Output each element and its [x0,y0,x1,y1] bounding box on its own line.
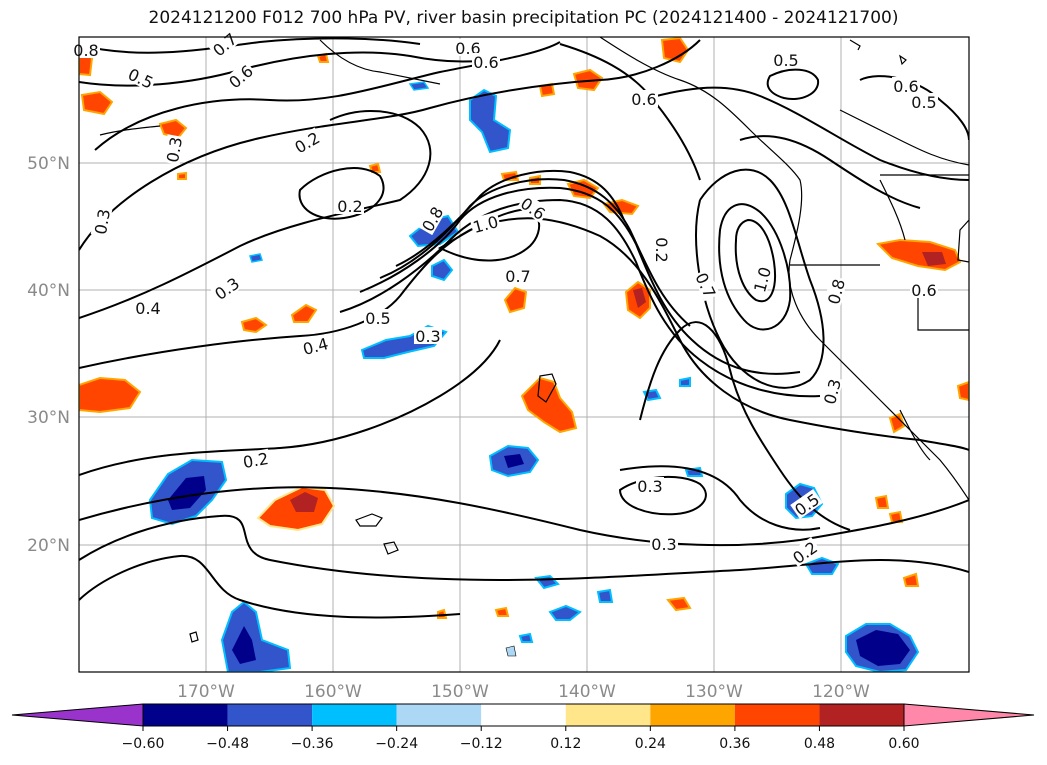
colorbar-tick-label: 0.48 [804,736,835,752]
coastlines [99,37,969,643]
svg-text:0.2: 0.2 [652,237,671,262]
lon-label: 150°W [431,682,489,702]
precip-positive [79,37,969,619]
svg-text:0.3: 0.3 [651,535,676,554]
lat-label: 50°N [27,154,70,174]
contour-label: 0.6 [892,77,920,96]
svg-text:0.3: 0.3 [637,477,662,496]
colorbar-tick-label: −0.60 [122,736,165,752]
colorbar-tick-label: 0.24 [635,736,666,752]
lat-label: 30°N [27,408,70,428]
contour-label: 0.5 [772,51,800,70]
contour-label: 0.2 [336,197,364,216]
colorbar-tick-label: −0.12 [460,736,503,752]
colorbar-tick-label: 0.60 [888,736,919,752]
contour-label: 0.6 [910,281,938,300]
svg-text:0.8: 0.8 [73,41,98,60]
colorbar-tick-label: −0.36 [291,736,334,752]
contour-label: 0.3 [650,535,678,554]
contour-label: 0.3 [414,327,442,346]
svg-text:0.4: 0.4 [135,299,160,318]
longitude-labels: 170°W 160°W 150°W 140°W 130°W 120°W [177,682,870,702]
contour-label: 0.3 [162,134,186,165]
contour-label: 0.3 [90,206,114,237]
contour-label: 0.6 [472,53,500,72]
lon-label: 130°W [685,682,743,702]
colorbar-extend-low [11,703,144,727]
lon-label: 170°W [177,682,235,702]
colorbar: −0.60 −0.48 −0.36 −0.24 −0.12 0.12 0.24 0.36 0.4… [11,703,1035,752]
colorbar-cell [143,704,228,726]
contour-label: 0.4 [134,299,162,318]
svg-text:0.3: 0.3 [91,208,114,236]
svg-text:0.3: 0.3 [163,136,186,164]
map-title: 2024121200 F012 700 hPa PV, river basin … [148,8,899,28]
svg-text:0.2: 0.2 [242,449,270,472]
svg-text:0.7: 0.7 [505,267,530,286]
map-frame [78,36,970,673]
colorbar-cell [312,704,397,726]
colorbar-tick-label: −0.24 [375,736,418,752]
contour-label: 0.5 [910,93,938,112]
contour-label: 0.5 [364,309,392,328]
svg-text:0.5: 0.5 [773,51,798,70]
precip-negative [148,81,920,672]
contour-label: 0.2 [240,448,271,472]
colorbar-cell [396,704,482,726]
colorbar-cell [734,704,820,726]
colorbar-tick-label: 0.36 [719,736,750,752]
svg-text:0.5: 0.5 [365,309,390,328]
contour-label: 0.2 [652,236,671,264]
colorbar-cell [227,704,313,726]
colorbar-cell [481,704,566,726]
lon-label: 160°W [304,682,362,702]
lon-label: 140°W [558,682,616,702]
colorbar-tick-label: 0.12 [550,736,581,752]
svg-text:0.6: 0.6 [473,53,498,72]
contour-label: 0.3 [819,375,845,408]
svg-text:0.2: 0.2 [337,197,362,216]
lon-label: 120°W [812,682,870,702]
colorbar-cell [819,704,904,726]
lat-label: 40°N [27,281,70,301]
contour-label: 0.7 [504,267,532,286]
graticule [79,37,969,672]
svg-text:0.6: 0.6 [631,90,656,109]
svg-text:0.3: 0.3 [415,327,440,346]
contour-label: 0.8 [72,41,100,60]
lat-label: 20°N [27,536,70,556]
colorbar-tick-label: −0.48 [206,736,249,752]
colorbar-cell [650,704,735,726]
contour-label: 0.6 [630,90,658,109]
latitude-labels: 50°N 40°N 30°N 20°N [27,154,70,556]
svg-text:0.6: 0.6 [911,281,936,300]
contour-label: 1.0 [469,211,502,237]
colorbar-extend-high [903,703,1035,727]
svg-text:0.6: 0.6 [893,77,918,96]
svg-text:0.5: 0.5 [911,93,936,112]
contour-label: 0.3 [636,477,664,496]
colorbar-cell [565,704,651,726]
